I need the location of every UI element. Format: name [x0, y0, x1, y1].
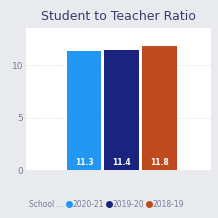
Bar	[67, 51, 101, 170]
Bar	[104, 50, 139, 170]
Title: Student to Teacher Ratio: Student to Teacher Ratio	[41, 10, 196, 23]
Text: 11.3: 11.3	[75, 158, 93, 167]
Legend: School ..., 2020-21, 2019-20, 2018-19: School ..., 2020-21, 2019-20, 2018-19	[21, 196, 187, 211]
Text: 11.8: 11.8	[150, 158, 169, 167]
Text: 11.4: 11.4	[112, 158, 131, 167]
Bar	[142, 46, 177, 170]
